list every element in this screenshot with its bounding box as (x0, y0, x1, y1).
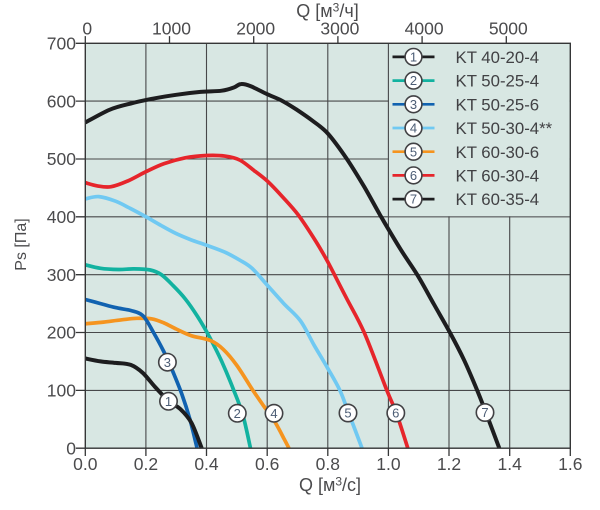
svg-text:500: 500 (47, 149, 76, 169)
svg-text:KT 50-25-4: KT 50-25-4 (456, 72, 540, 91)
svg-text:4: 4 (270, 406, 277, 421)
svg-text:4000: 4000 (405, 19, 444, 39)
svg-text:1.6: 1.6 (558, 454, 582, 474)
svg-text:3000: 3000 (320, 19, 359, 39)
svg-text:600: 600 (47, 91, 76, 111)
svg-text:200: 200 (47, 323, 76, 343)
svg-text:KT 60-30-4: KT 60-30-4 (456, 167, 540, 186)
svg-text:Ps [Па]: Ps [Па] (13, 218, 30, 270)
svg-text:1: 1 (410, 50, 417, 65)
svg-text:6: 6 (410, 168, 417, 183)
svg-text:KT 40-20-4: KT 40-20-4 (456, 48, 540, 67)
svg-text:6: 6 (392, 406, 399, 421)
svg-text:Q [м3/с]: Q [м3/с] (299, 475, 361, 496)
svg-text:1.2: 1.2 (437, 454, 461, 474)
svg-text:2: 2 (234, 406, 241, 421)
svg-text:2: 2 (410, 73, 417, 88)
svg-text:KT 50-30-4**: KT 50-30-4** (456, 119, 553, 138)
svg-text:0: 0 (66, 438, 76, 458)
svg-text:KT 60-30-6: KT 60-30-6 (456, 143, 540, 162)
svg-text:0: 0 (82, 19, 92, 39)
svg-text:0.8: 0.8 (316, 454, 340, 474)
svg-text:4: 4 (410, 121, 417, 136)
svg-text:0.4: 0.4 (194, 454, 219, 474)
svg-text:Q [м3/ч]: Q [м3/ч] (296, 1, 358, 22)
svg-text:0.2: 0.2 (134, 454, 158, 474)
svg-text:700: 700 (47, 34, 76, 54)
svg-text:3: 3 (164, 355, 171, 370)
svg-text:0.6: 0.6 (255, 454, 279, 474)
svg-text:1000: 1000 (152, 19, 191, 39)
svg-text:5: 5 (410, 144, 417, 159)
svg-text:5: 5 (344, 406, 351, 421)
svg-text:1: 1 (165, 394, 172, 409)
svg-text:0.0: 0.0 (73, 454, 98, 474)
svg-text:300: 300 (47, 265, 76, 285)
svg-text:KT 60-35-4: KT 60-35-4 (456, 190, 540, 209)
svg-text:1.4: 1.4 (498, 454, 523, 474)
svg-text:5000: 5000 (489, 19, 528, 39)
svg-text:2000: 2000 (236, 19, 275, 39)
svg-text:1.0: 1.0 (376, 454, 401, 474)
svg-text:3: 3 (410, 97, 417, 112)
svg-text:100: 100 (47, 381, 76, 401)
svg-text:KT 50-25-6: KT 50-25-6 (456, 95, 540, 114)
svg-text:7: 7 (481, 405, 488, 420)
svg-text:7: 7 (410, 192, 417, 207)
svg-text:400: 400 (47, 207, 76, 227)
